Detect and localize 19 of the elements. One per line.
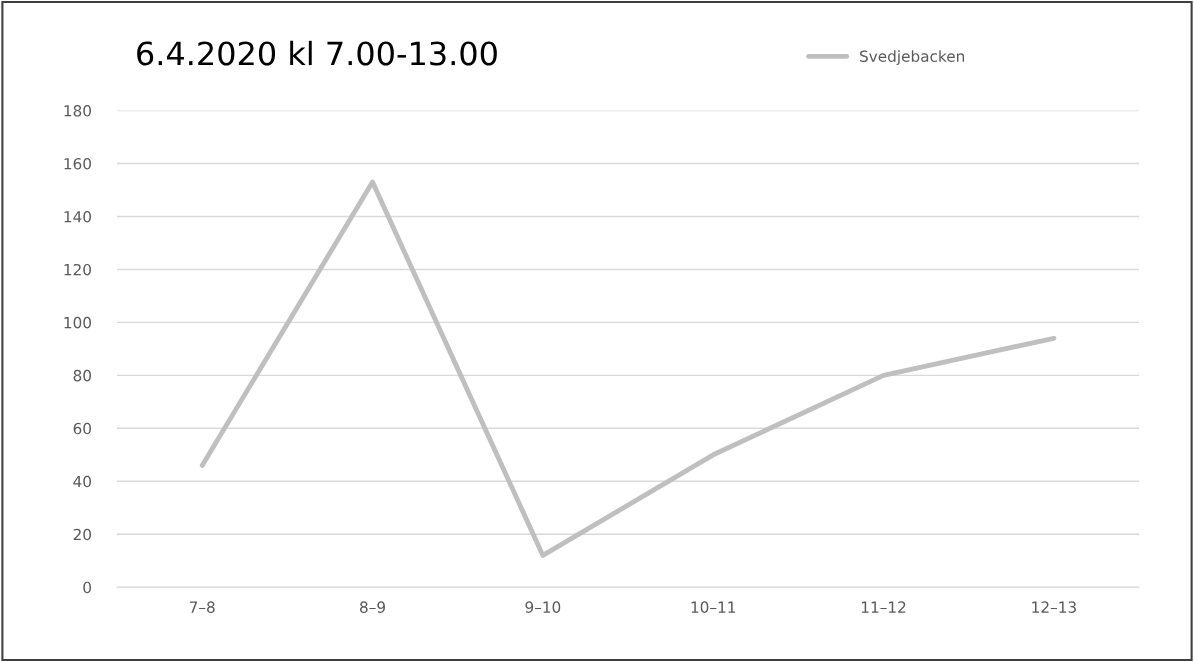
y-tick-label: 120 [64,263,91,276]
y-tick-label: 60 [73,422,91,435]
y-tick-label: 180 [64,105,91,117]
chart-title: 6.4.2020 kl 7.00-13.00 [137,40,497,66]
y-tick-label: 160 [64,157,91,170]
y-tick-label: 20 [73,528,91,541]
x-tick-label: 12–13 [1032,601,1076,613]
y-tick-label: 140 [64,210,91,223]
y-tick-label: 0 [83,581,91,594]
y-tick-label: 80 [73,369,91,382]
x-tick-label: 9–10 [525,601,561,613]
y-tick-label: 100 [64,316,91,329]
x-tick-label: 10–11 [691,601,736,613]
y-tick-label: 40 [73,475,91,488]
legend-label: Svedjebacken [860,50,965,65]
line-series [199,179,1057,558]
x-tick-label: 11–12 [861,601,906,613]
x-tick-label: 7–8 [189,601,215,613]
x-tick-label: 8–9 [360,601,385,613]
